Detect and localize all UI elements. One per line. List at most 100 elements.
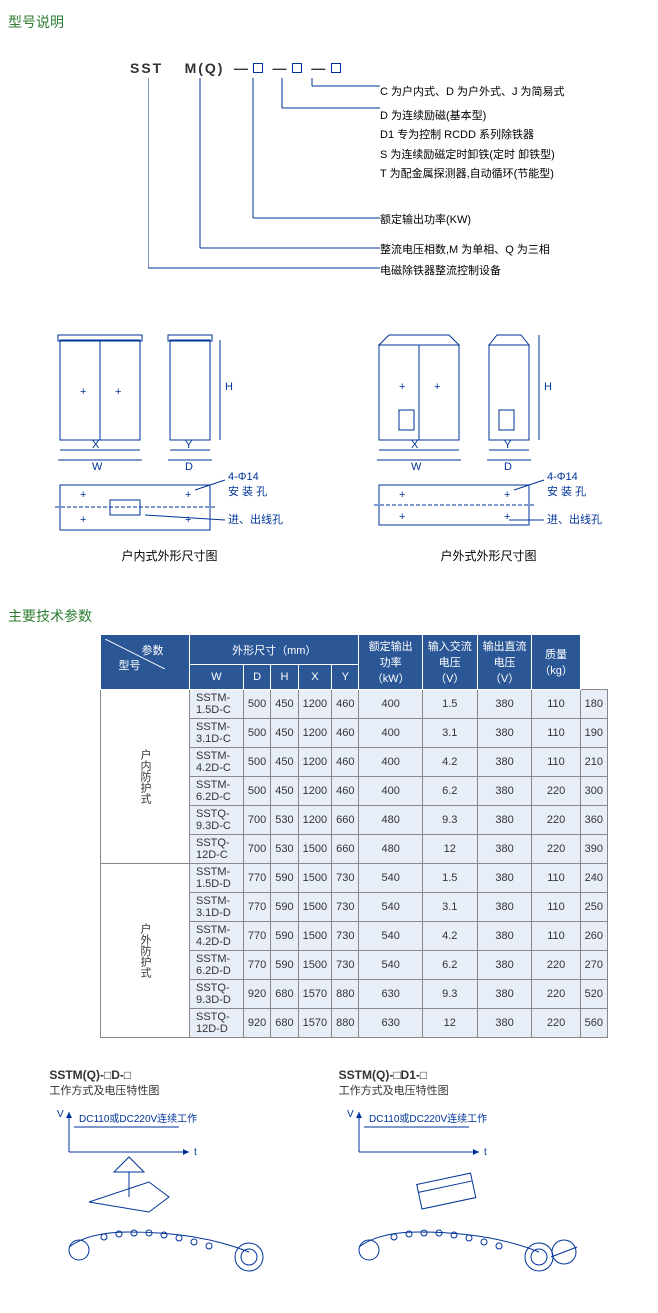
cell: 220 <box>532 777 580 806</box>
param-table: 参数 型号 外形尺寸（mm） 额定输出功率（kW） 输入交流电压（V） 输出直流… <box>0 634 658 1058</box>
svg-text:4-Φ14: 4-Φ14 <box>547 471 578 483</box>
svg-text:Y: Y <box>504 439 512 451</box>
svg-text:+: + <box>399 489 405 501</box>
cell: 920 <box>243 980 270 1009</box>
callout-6: 整流电压相数,M 为单相、Q 为三相 <box>380 242 565 260</box>
cell: 540 <box>359 922 422 951</box>
dimension-drawings: ++ X W Y D H ++ ++ 4-Φ14 安 装 孔 进、出线孔 户内式… <box>0 310 658 594</box>
svg-text:4-Φ14: 4-Φ14 <box>228 471 259 483</box>
cell: 1200 <box>298 748 331 777</box>
svg-text:进、出线孔: 进、出线孔 <box>547 512 602 526</box>
svg-text:V: V <box>347 1109 354 1120</box>
cell: SSTM-4.2D-D <box>190 922 244 951</box>
cell: 380 <box>477 922 532 951</box>
section-model-title: 型号说明 <box>0 0 658 40</box>
cell: 400 <box>359 777 422 806</box>
svg-text:+: + <box>80 514 86 526</box>
cell: 630 <box>359 980 422 1009</box>
code-box3 <box>331 63 341 73</box>
callout-5: 额定输出功率(KW) <box>380 212 565 230</box>
code-dash3: — <box>311 60 327 76</box>
svg-text:W: W <box>411 461 422 473</box>
cell: 380 <box>477 690 532 719</box>
cell: 450 <box>271 777 298 806</box>
th-vin: 输入交流电压（V） <box>422 635 477 690</box>
cell: 530 <box>271 835 298 864</box>
cell: 220 <box>532 1009 580 1038</box>
cell: 730 <box>332 864 359 893</box>
cell: 500 <box>243 748 270 777</box>
cell: 460 <box>332 719 359 748</box>
code-sst: SST <box>130 60 163 76</box>
cell: SSTQ-9.3D-D <box>190 980 244 1009</box>
cell: 400 <box>359 719 422 748</box>
cell: 920 <box>243 1009 270 1038</box>
right-chart-title: SSTM(Q)-□D1-□ <box>339 1068 609 1082</box>
cell: 1500 <box>298 835 331 864</box>
svg-text:安 装 孔: 安 装 孔 <box>547 484 586 498</box>
cell: 240 <box>580 864 607 893</box>
cell: SSTM-3.1D-C <box>190 719 244 748</box>
callout-1: D 为连续励磁(基本型) <box>380 108 565 126</box>
cell: 9.3 <box>422 980 477 1009</box>
cell: 380 <box>477 864 532 893</box>
cell: 12 <box>422 835 477 864</box>
cell: 1200 <box>298 777 331 806</box>
svg-text:W: W <box>92 461 103 473</box>
callout-3: S 为连续励磁定时卸铁(定时 卸铁型) <box>380 147 565 165</box>
cell: SSTM-1.5D-C <box>190 690 244 719</box>
cell: 480 <box>359 806 422 835</box>
th-dim-H: H <box>271 665 298 690</box>
cell: 680 <box>271 1009 298 1038</box>
cell: 880 <box>332 1009 359 1038</box>
svg-text:+: + <box>80 386 86 398</box>
cell: 730 <box>332 922 359 951</box>
svg-text:V: V <box>57 1109 64 1120</box>
svg-text:+: + <box>185 489 191 501</box>
th-dim-Y: Y <box>332 665 359 690</box>
cell: 680 <box>271 980 298 1009</box>
cell: 250 <box>580 893 607 922</box>
callout-text-list: C 为户内式、D 为户外式、J 为简易式 D 为连续励磁(基本型) D1 专为控… <box>380 84 565 283</box>
cell: SSTM-1.5D-D <box>190 864 244 893</box>
cell: 380 <box>477 951 532 980</box>
cell: 540 <box>359 951 422 980</box>
cell: SSTM-3.1D-D <box>190 893 244 922</box>
cell: 270 <box>580 951 607 980</box>
callout-2: D1 专为控制 RCDD 系列除铁器 <box>380 127 565 145</box>
svg-text:+: + <box>185 514 191 526</box>
svg-text:+: + <box>80 489 86 501</box>
cell: 1.5 <box>422 690 477 719</box>
cell: SSTQ-12D-D <box>190 1009 244 1038</box>
cell: SSTM-6.2D-C <box>190 777 244 806</box>
svg-text:t: t <box>194 1147 197 1158</box>
cell: SSTQ-9.3D-C <box>190 806 244 835</box>
cell: 660 <box>332 835 359 864</box>
cell: 400 <box>359 748 422 777</box>
table-row: 户外防护式SSTM-1.5D-D77059015007305401.538011… <box>101 864 608 893</box>
cell: 6.2 <box>422 777 477 806</box>
svg-text:+: + <box>399 381 405 393</box>
cell: 590 <box>271 893 298 922</box>
th-mass: 质量（kg） <box>532 635 580 690</box>
cell: 630 <box>359 1009 422 1038</box>
code-dash2: — <box>273 60 289 76</box>
code-box2 <box>292 63 302 73</box>
cell: 460 <box>332 748 359 777</box>
cell: 540 <box>359 864 422 893</box>
indoor-drawing: ++ X W Y D H ++ ++ 4-Φ14 安 装 孔 进、出线孔 <box>30 320 310 540</box>
th-dims: 外形尺寸（mm） <box>190 635 359 665</box>
cell: 380 <box>477 1009 532 1038</box>
cell: 1570 <box>298 980 331 1009</box>
model-code-diagram: SST M(Q) — — — C 为户内式、D 为户外式、J 为简易式 D 为连… <box>0 40 658 310</box>
cell: 220 <box>532 951 580 980</box>
svg-text:进、出线孔: 进、出线孔 <box>228 512 283 526</box>
work-mode-charts: SSTM(Q)-□D-□ 工作方式及电压特性图 Vt DC110或DC220V连… <box>0 1058 658 1313</box>
code-mq: M(Q) <box>185 60 225 76</box>
cell: 880 <box>332 980 359 1009</box>
indoor-caption: 户内式外形尺寸图 <box>30 547 310 564</box>
cell: 460 <box>332 777 359 806</box>
cell: 380 <box>477 893 532 922</box>
svg-text:DC110或DC220V连续工作: DC110或DC220V连续工作 <box>79 1112 197 1125</box>
callout-connector-lines <box>148 78 408 278</box>
